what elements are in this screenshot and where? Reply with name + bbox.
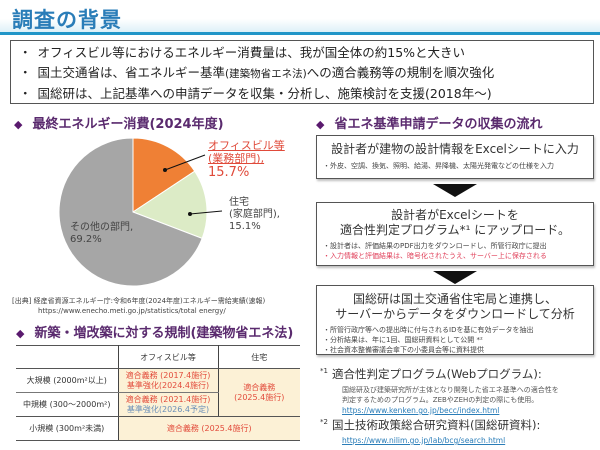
flow-step-sub: ・外皮、空調、換気、照明、給湯、昇降機、太陽光発電などの仕様を入力	[323, 162, 554, 170]
office-rule: 適合義務 (2021.4施行)	[125, 394, 211, 404]
flow-step-main: 適合性判定プログラム*¹ にアップロード。	[339, 223, 571, 237]
pie-label-office: オフィスビル等 (業務部門), 15.7%	[208, 139, 285, 181]
flow-step-main-highlight: サーバーからデータをダウンロードして分析	[335, 307, 575, 321]
summary-line: ・国総研は、上記基準への申請データを収集・分析し、施策検討を支援(2018年～)	[19, 84, 585, 104]
summary-text: 国総研は、上記基準への申請データを収集・分析し、施策検討を支援(2018年～)	[37, 86, 492, 101]
footnote-1: *1 適合性判定プログラム(Webプログラム): 国総研及び建築研究所が主体となり…	[320, 366, 559, 416]
pie-chart	[58, 137, 208, 287]
pie-label-home: 住宅 (家庭部門), 15.1%	[229, 197, 280, 233]
flow-step-main: 国総研は国土交通省住宅局と連携し、	[352, 292, 557, 306]
pie-label-pct: 15.1%	[229, 221, 261, 232]
pie-slice-home	[131, 170, 208, 240]
footnote-title: *2 国土技術政策総合研究資料(国総研資料):	[320, 417, 540, 433]
flow-step-1: 設計者が建物の設計情報をExcelシートに入力 ・外皮、空調、換気、照明、給湯、…	[316, 135, 594, 179]
flow-step-sub: ・設計者は、評価結果のPDF出力をダウンロードし、所管行政庁に提出	[323, 242, 547, 250]
pie-label-pct: 69.2%	[70, 234, 102, 245]
flow-step-main: 設計者がExcelシートを	[391, 208, 519, 222]
section-title-text: 省エネ基準申請データの収集の流れ	[334, 117, 543, 132]
footnote-mark: *2	[320, 418, 328, 427]
flow-step-2: 設計者がExcelシートを 適合性判定プログラム*¹ にアップロード。 ・設計者…	[316, 202, 594, 266]
office-cell: 適合義務 (2021.4施行) 基準強化(2026.4予定)	[118, 392, 219, 417]
source-link[interactable]: https://www.enecho.meti.go.jp/statistics…	[38, 307, 226, 315]
summary-box: ・オフィスビル等におけるエネルギー消費量は、我が国全体の約15%と大きい ・国土…	[10, 40, 594, 104]
arrow-down-icon	[433, 184, 477, 197]
table-row: 中規模 (300～2000m²) 適合義務 (2021.4施行) 基準強化(20…	[16, 392, 300, 417]
pie-label-other: その他の部門, 69.2%	[70, 222, 133, 246]
summary-text-small: (建築物省エネ法)	[225, 68, 307, 80]
merged-cell: 適合義務 (2025.4施行)	[118, 416, 300, 441]
pie-label-line: その他の部門,	[70, 222, 134, 233]
footnote-2: *2 国土技術政策総合研究資料(国総研資料): https://www.nilim…	[320, 417, 540, 446]
footnote-mark: *1	[320, 367, 328, 376]
summary-text: オフィスビル等におけるエネルギー消費量は、我が国全体の約15%と大きい	[37, 45, 466, 60]
source-citation: [出典] 経産省資源エネルギー庁:令和6年度(2024年度)エネルギー需給実績(…	[12, 296, 265, 316]
office-rule: 基準強化(2024.4施行)	[126, 380, 210, 390]
office-cell: 適合義務 (2017.4施行) 基準強化(2024.4施行)	[118, 368, 219, 393]
pie-section-title: ◆ 最終エネルギー消費(2024年度)	[14, 113, 224, 132]
table-header	[16, 345, 119, 369]
office-rule: 基準強化(2026.4予定)	[126, 404, 210, 414]
size-cell: 中規模 (300～2000m²)	[16, 392, 119, 417]
pie-label-line: 住宅	[229, 197, 249, 208]
footnote-title-text: 適合性判定プログラム(Webプログラム):	[331, 367, 542, 381]
table-row: 大規模 (2000m²以上) 適合義務 (2017.4施行) 基準強化(2024…	[16, 368, 300, 417]
flow-step-3: 国総研は国土交通省住宅局と連携し、 サーバーからデータをダウンロードして分析 ・…	[316, 285, 594, 355]
source-text: [出典] 経産省資源エネルギー庁:令和6年度(2024年度)エネルギー需給実績(…	[12, 297, 266, 305]
pie-label-line: オフィスビル等	[208, 139, 285, 152]
diamond-icon: ◆	[14, 118, 23, 131]
diamond-icon: ◆	[16, 327, 25, 340]
arrow-down-icon	[433, 271, 477, 284]
housing-rule: 適合義務	[243, 382, 276, 392]
bullet: ・	[19, 45, 32, 60]
footnote-link[interactable]: https://www.nilim.go.jp/lab/bcg/search.h…	[342, 436, 506, 445]
regulation-section-title: ◆ 新築・増改築に対する規制(建築物省エネ法)	[16, 322, 293, 341]
section-title-text: 最終エネルギー消費(2024年度)	[32, 117, 224, 132]
pie-slice-other	[58, 137, 203, 287]
diamond-icon: ◆	[316, 118, 325, 131]
footnote-title-text: 国土技術政策総合研究資料(国総研資料):	[331, 418, 541, 432]
table-row: 小規模 (300m²未満) 適合義務 (2025.4施行)	[16, 416, 300, 441]
summary-text: 国土交通省は、省エネルギー基準	[37, 65, 226, 80]
table-header: 住宅	[218, 345, 300, 369]
bullet: ・	[19, 86, 32, 101]
flow-step-sub-warning: ・入力情報と評価結果は、暗号化されたうえ、サーバー上に保存される	[323, 252, 547, 260]
flow-step-main: 設計者が建物の設計情報をExcelシートに入力	[331, 142, 579, 156]
housing-rule: (2025.4施行)	[234, 392, 285, 402]
footnote-desc: 判定するためのプログラム。ZEBやZEHの判定の際にも使用。	[342, 396, 539, 404]
footnote-title: *1 適合性判定プログラム(Webプログラム):	[320, 366, 559, 382]
flow-step-sub: ・社会資本整備審議会傘下の小委員会等に資料提供	[323, 346, 484, 354]
summary-line: ・国土交通省は、省エネルギー基準(建築物省エネ法)への適合義務等の規制を順次強化	[19, 63, 585, 84]
title-bar: 調査の背景	[0, 0, 600, 35]
merged-rule: 適合義務 (2025.4施行)	[166, 423, 252, 433]
section-title-text: 新築・増改築に対する規制(建築物省エネ法)	[34, 326, 294, 341]
bullet: ・	[19, 65, 32, 80]
flow-step-sub: ・分析結果は、年に1回、国総研資料として公開 *²	[323, 336, 483, 344]
flow-step-sub: ・所管行政庁等への提出時に付与されるIDを基に有効データを抽出	[323, 326, 534, 334]
pie-slice-office	[132, 137, 196, 213]
housing-cell: 適合義務 (2025.4施行)	[218, 368, 300, 417]
table-header-row: オフィスビル等 住宅	[16, 345, 300, 369]
footnote-link[interactable]: https://www.kenken.go.jp/becc/index.html	[342, 406, 500, 415]
size-cell: 小規模 (300m²未満)	[16, 416, 119, 441]
pie-label-pct: 15.7%	[208, 165, 250, 180]
summary-text: への適合義務等の規制を順次強化	[306, 65, 495, 80]
flow-section-title: ◆ 省エネ基準申請データの収集の流れ	[316, 113, 542, 132]
size-cell: 大規模 (2000m²以上)	[16, 368, 119, 393]
footnote-desc: 国総研及び建築研究所が主体となり開発した省エネ基準への適合性を	[342, 386, 559, 394]
table-header: オフィスビル等	[118, 345, 219, 369]
regulation-table: オフィスビル等 住宅 大規模 (2000m²以上) 適合義務 (2017.4施行…	[16, 345, 300, 441]
pie-label-line: (家庭部門),	[229, 209, 280, 220]
pie-label-line: (業務部門),	[208, 152, 265, 165]
title-underline	[0, 32, 600, 35]
office-rule: 適合義務 (2017.4施行)	[125, 370, 211, 380]
page-title: 調査の背景	[12, 8, 122, 32]
summary-line: ・オフィスビル等におけるエネルギー消費量は、我が国全体の約15%と大きい	[19, 43, 585, 63]
